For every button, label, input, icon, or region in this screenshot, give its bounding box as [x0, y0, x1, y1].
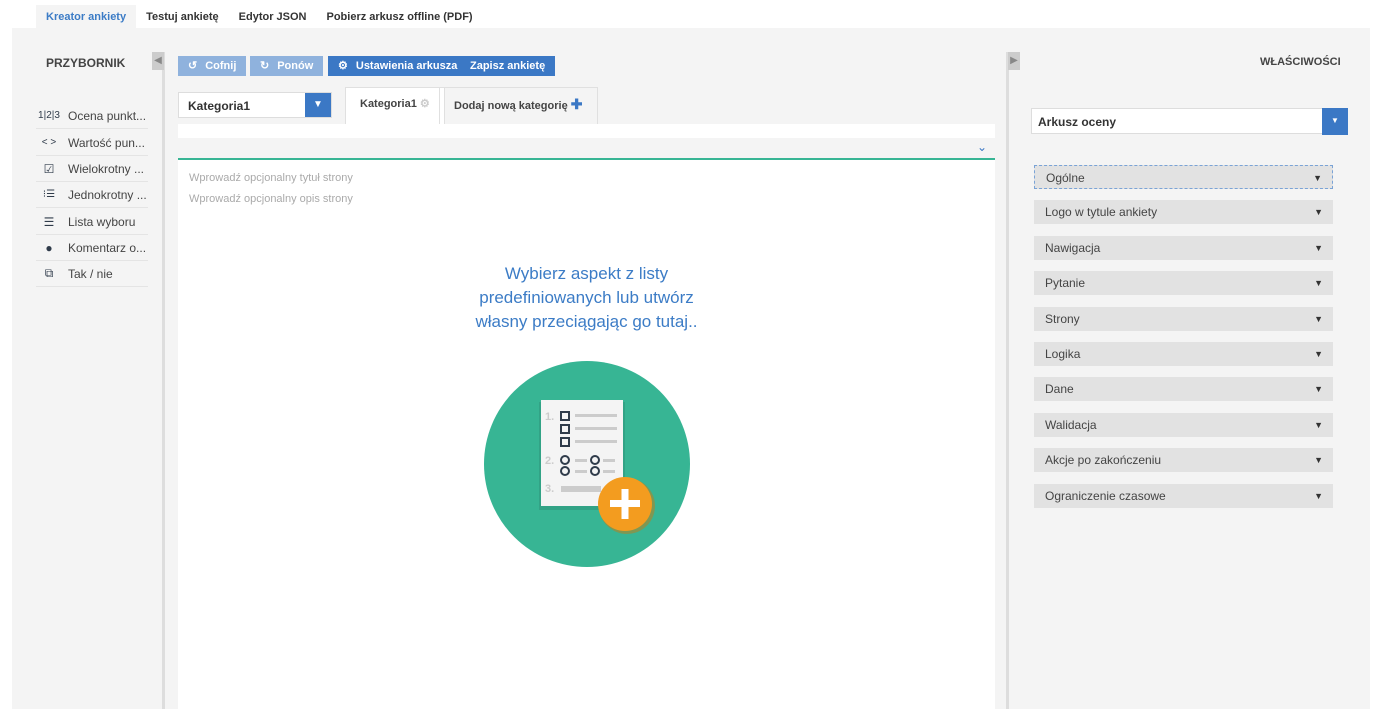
- toolbox-item[interactable]: ⧉ Tak / nie: [36, 261, 148, 287]
- chevron-down-icon: ▼: [1314, 455, 1323, 466]
- code-icon: < >: [41, 137, 57, 148]
- boolean-icon: ⧉: [44, 266, 54, 280]
- empty-page-message: Wybierz aspekt z listy predefiniowanych …: [475, 264, 698, 331]
- page-title-input[interactable]: Wprowadź opcjonalny tytuł strony: [189, 172, 353, 184]
- save-button[interactable]: Zapisz ankietę: [460, 56, 556, 76]
- properties-title: WŁAŚCIWOŚCI: [1260, 56, 1341, 68]
- collapse-left-icon[interactable]: ◀: [152, 52, 164, 70]
- tab-json-editor[interactable]: Edytor JSON: [238, 11, 307, 23]
- tab-designer[interactable]: Kreator ankiety: [36, 5, 137, 29]
- add-page-tab[interactable]: Dodaj nową kategorię ✚: [439, 87, 598, 124]
- chevron-down-icon: ▼: [1314, 384, 1323, 395]
- chevron-down-icon: ▼: [1314, 278, 1323, 289]
- add-question-illustration: 1. 2. 3.: [484, 361, 690, 567]
- toolbox-item[interactable]: ⁝☰ Jednokrotny ...: [36, 182, 148, 208]
- property-section[interactable]: Akcje po zakończeniu ▼: [1034, 448, 1333, 473]
- property-section[interactable]: Logo w tytule ankiety ▼: [1034, 200, 1333, 225]
- redo-button[interactable]: ↻ Ponów: [250, 56, 324, 76]
- redo-icon: ↻: [260, 60, 270, 72]
- object-select[interactable]: Arkusz oceny ▼: [1031, 108, 1348, 135]
- undo-button[interactable]: ↺ Cofnij: [178, 56, 247, 76]
- settings-button[interactable]: ⚙ Ustawienia arkusza: [328, 56, 468, 76]
- chevron-down-icon[interactable]: ⌄: [976, 140, 987, 154]
- right-splitter[interactable]: [1006, 52, 1009, 709]
- page-description-input[interactable]: Wprowadź opcjonalny opis strony: [189, 193, 353, 205]
- collapse-right-icon[interactable]: ▶: [1008, 52, 1020, 70]
- chevron-down-icon: ▼: [1314, 419, 1323, 430]
- chevron-down-icon: ▼: [1314, 313, 1323, 324]
- chevron-down-icon: ▼: [1313, 173, 1322, 183]
- property-section[interactable]: Walidacja ▼: [1034, 412, 1333, 437]
- chevron-down-icon: ▼: [1314, 349, 1323, 359]
- undo-icon: ↺: [188, 60, 198, 72]
- svg-text:2.: 2.: [545, 455, 554, 467]
- chevron-down-icon: ▼: [1314, 242, 1323, 253]
- tab-test[interactable]: Testuj ankietę: [146, 11, 219, 23]
- toolbox-item[interactable]: ☑ Wielokrotny ...: [36, 156, 148, 182]
- toolbox-item[interactable]: 1|2|3 Ocena punkt...: [36, 103, 148, 129]
- toolbox-title: PRZYBORNIK: [46, 56, 126, 70]
- caret-down-icon: ▼: [1322, 108, 1348, 135]
- gear-icon: ⚙: [338, 60, 348, 72]
- toolbox-item[interactable]: ☰ Lista wyboru: [36, 209, 148, 235]
- left-splitter[interactable]: [162, 52, 165, 709]
- svg-text:1.: 1.: [545, 411, 554, 423]
- tab-page-kategoria1[interactable]: Kategoria1 ⚙: [345, 87, 445, 125]
- svg-text:3.: 3.: [545, 483, 554, 495]
- dropdown-icon: ☰: [43, 214, 55, 229]
- property-section[interactable]: Ograniczenie czasowe ▼: [1034, 483, 1333, 508]
- page-canvas[interactable]: ⌄ Wprowadź opcjonalny tytuł strony Wprow…: [178, 124, 995, 709]
- rating-icon: 1|2|3: [38, 110, 60, 121]
- chevron-down-icon: ▼: [1314, 490, 1323, 501]
- radiogroup-icon: ⁝☰: [42, 189, 56, 200]
- toolbox-item[interactable]: ● Komentarz o...: [36, 235, 148, 261]
- property-section[interactable]: Strony ▼: [1034, 306, 1333, 331]
- comment-icon: ●: [45, 240, 53, 255]
- property-section[interactable]: Nawigacja ▼: [1034, 235, 1333, 260]
- page-header-bar: ⌄: [178, 138, 995, 160]
- plus-icon: ✚: [570, 96, 583, 112]
- top-tabs: Kreator ankiety Testuj ankietę Edytor JS…: [36, 5, 483, 29]
- property-section[interactable]: Logika ▼: [1034, 342, 1333, 366]
- checkbox-icon: ☑: [43, 161, 55, 176]
- chevron-down-icon: ▼: [1314, 207, 1323, 218]
- property-section[interactable]: Dane ▼: [1034, 377, 1333, 402]
- chevron-down-icon: ▼: [305, 93, 331, 117]
- page-select[interactable]: Kategoria1 ▼: [178, 92, 332, 118]
- property-section[interactable]: Ogólne ▼: [1034, 165, 1333, 189]
- toolbox-item[interactable]: < > Wartość pun...: [36, 130, 148, 156]
- tab-pdf[interactable]: Pobierz arkusz offline (PDF): [326, 11, 473, 23]
- gear-icon: ⚙: [419, 98, 430, 110]
- property-section[interactable]: Pytanie ▼: [1034, 271, 1333, 296]
